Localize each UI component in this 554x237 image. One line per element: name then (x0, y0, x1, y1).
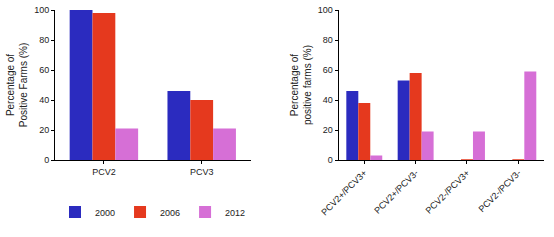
svg-text:2000: 2000 (95, 208, 115, 218)
svg-text:Percentage ofpositive farms (%: Percentage ofpositive farms (%) (289, 45, 313, 125)
svg-text:PCV2: PCV2 (92, 167, 116, 177)
svg-text:60: 60 (323, 65, 333, 75)
svg-text:2012: 2012 (225, 208, 245, 218)
svg-text:2006: 2006 (160, 208, 180, 218)
svg-text:0: 0 (328, 155, 333, 165)
svg-text:80: 80 (39, 35, 49, 45)
svg-text:Percentage ofPositive Farms (%: Percentage ofPositive Farms (%) (5, 43, 29, 127)
svg-text:80: 80 (323, 35, 333, 45)
svg-text:20: 20 (323, 125, 333, 135)
svg-text:20: 20 (39, 125, 49, 135)
svg-text:PCV2+/PCV3-: PCV2+/PCV3- (372, 168, 420, 216)
svg-text:0: 0 (44, 155, 49, 165)
svg-text:60: 60 (39, 65, 49, 75)
svg-text:40: 40 (39, 95, 49, 105)
svg-text:40: 40 (323, 95, 333, 105)
svg-text:100: 100 (34, 5, 49, 15)
svg-text:100: 100 (318, 5, 333, 15)
svg-text:PCV2-/PCV3-: PCV2-/PCV3- (477, 168, 523, 214)
svg-text:PCV2-/PCV3+: PCV2-/PCV3+ (424, 168, 472, 216)
svg-text:PCV3: PCV3 (190, 167, 214, 177)
svg-text:PCV2+/PCV3+: PCV2+/PCV3+ (319, 168, 369, 218)
